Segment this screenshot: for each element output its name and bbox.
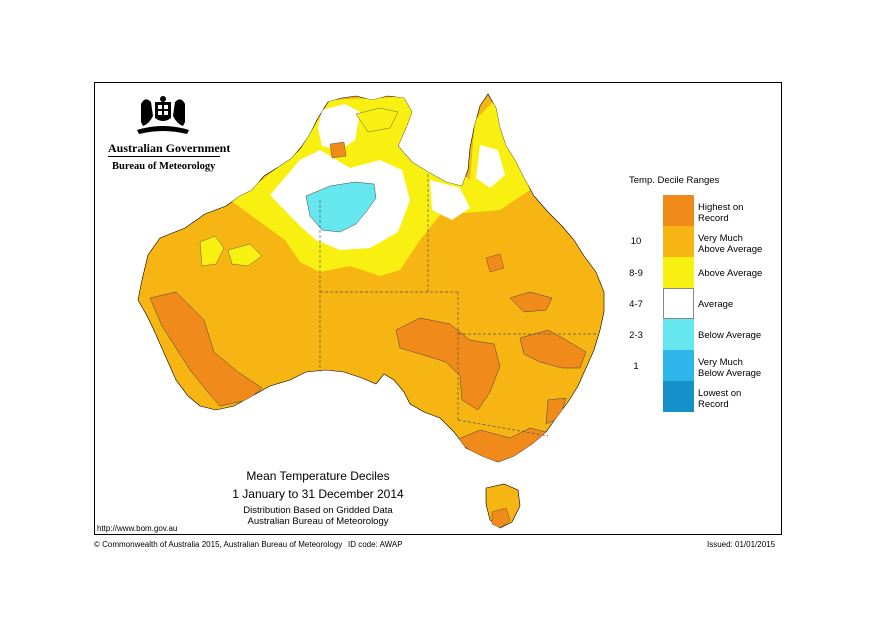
legend-swatch-very-much-below — [663, 350, 694, 381]
issued-date: Issued: 01/01/2015 — [707, 540, 776, 549]
region-above-average-wa — [199, 235, 225, 267]
region-below-average — [305, 181, 377, 233]
header-divider — [108, 156, 220, 157]
region-highest-nsw — [519, 329, 587, 369]
legend-label: Average — [698, 299, 734, 310]
legend-row-above: 8-9 Above Average — [620, 257, 780, 288]
legend-label: Lowest on Record — [698, 388, 742, 410]
agency-name: Bureau of Meteorology — [112, 161, 216, 172]
legend-row-highest: Highest on Record — [620, 195, 780, 226]
legend-swatch-highest — [663, 195, 694, 226]
legend-row-very-much-below: 1 Very Much Below Average — [620, 350, 780, 381]
region-highest-coast — [545, 397, 567, 425]
legend-range: 1 — [633, 361, 639, 372]
legend-range: 10 — [630, 236, 642, 247]
legend-label: Highest on Record — [698, 202, 744, 224]
legend-label: Below Average — [698, 330, 762, 341]
region-highest-sa — [395, 317, 501, 411]
region-highest-small2 — [329, 141, 347, 159]
legend-range: 8-9 — [629, 268, 643, 279]
region-highest-small1 — [485, 253, 505, 273]
region-highest-tas — [491, 507, 511, 529]
legend-swatch-below — [663, 319, 694, 350]
legend-row-average: 4-7 Average — [620, 288, 780, 319]
legend-swatch-very-much-above — [663, 226, 694, 257]
legend-swatch-average — [663, 288, 694, 319]
legend-title: Temp. Decile Ranges — [629, 175, 720, 186]
bom-url-link[interactable]: http://www.bom.gov.au — [97, 524, 178, 533]
region-above-average-nt — [227, 243, 263, 267]
id-code: ID code: AWAP — [348, 540, 403, 549]
legend-swatch-above — [663, 257, 694, 288]
map-source: Australian Bureau of Meteorology — [247, 516, 389, 527]
legend-label: Very Much Above Average — [698, 233, 763, 255]
border-nsw-vic — [457, 419, 549, 437]
copyright-text: © Commonwealth of Australia 2015, Austra… — [94, 540, 343, 549]
legend-row-below: 2-3 Below Average — [620, 319, 780, 350]
map-date-range: 1 January to 31 December 2014 — [232, 487, 404, 501]
legend-range: 4-7 — [629, 299, 643, 310]
region-average-qld — [430, 180, 470, 220]
legend-range: 2-3 — [629, 330, 643, 341]
region-highest-qld — [509, 291, 553, 313]
region-average-kimberley — [318, 104, 360, 150]
map-title: Mean Temperature Deciles — [246, 469, 390, 483]
legend-row-lowest: Lowest on Record — [620, 381, 780, 412]
region-average-cape — [476, 145, 505, 188]
legend-row-very-much-above: 10 Very Much Above Average — [620, 226, 780, 257]
legend-label: Above Average — [698, 268, 763, 279]
coat-of-arms-logo — [137, 96, 189, 134]
map-subtitle: Distribution Based on Gridded Data — [243, 505, 393, 516]
region-above-average-top — [355, 107, 399, 133]
legend-swatch-lowest — [663, 381, 694, 412]
org-name: Australian Government — [108, 141, 231, 155]
legend-label: Very Much Below Average — [698, 357, 762, 379]
